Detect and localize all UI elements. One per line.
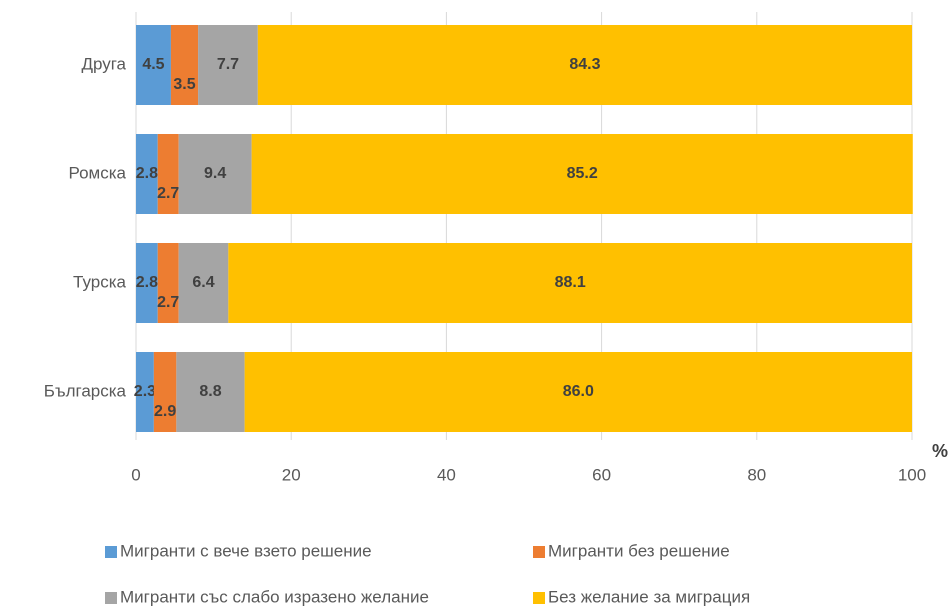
legend-swatch	[533, 592, 545, 604]
bar-segment	[136, 134, 158, 214]
bar-segment	[157, 134, 179, 214]
legend-label: Мигранти с вече взето решение	[120, 541, 372, 560]
data-label: 7.7	[217, 56, 239, 73]
y-tick-label: Българска	[44, 381, 127, 400]
y-tick-label: Турска	[73, 272, 127, 291]
bar-segment	[198, 25, 258, 105]
legend-swatch	[105, 592, 117, 604]
bar-segment	[251, 134, 913, 214]
legend-label: Без желание за миграция	[548, 587, 750, 606]
data-label: 2.3	[134, 383, 156, 400]
x-tick-label: 60	[592, 465, 611, 484]
data-label: 2.7	[157, 185, 179, 202]
data-label: 2.9	[154, 403, 176, 420]
data-label: 2.7	[157, 294, 179, 311]
data-label: 88.1	[555, 274, 586, 291]
data-label: 86.0	[563, 383, 594, 400]
data-label: 84.3	[569, 56, 600, 73]
y-tick-label: Ромска	[69, 163, 127, 182]
x-tick-label: 100	[898, 465, 926, 484]
x-axis-label: %	[932, 441, 948, 461]
bar-segment	[176, 352, 245, 432]
bar-segment	[136, 352, 154, 432]
data-label: 6.4	[192, 274, 214, 291]
bar-segment	[178, 134, 252, 214]
x-tick-label: 80	[747, 465, 766, 484]
data-label: 85.2	[567, 165, 598, 182]
y-tick-label: Друга	[81, 54, 126, 73]
bar-segment	[136, 243, 158, 323]
legend-label: Мигранти без решение	[548, 541, 730, 560]
bar-segment	[228, 243, 912, 323]
legend-swatch	[533, 546, 545, 558]
data-label: 2.8	[136, 165, 158, 182]
bar-segment	[170, 25, 199, 105]
bar-segment	[178, 243, 229, 323]
bar-segment	[257, 25, 912, 105]
data-label: 9.4	[204, 165, 226, 182]
data-label: 4.5	[142, 56, 164, 73]
bar-segment	[244, 352, 912, 432]
legend-swatch	[105, 546, 117, 558]
x-tick-label: 0	[131, 465, 140, 484]
bar-segment	[157, 243, 179, 323]
data-label: 8.8	[199, 383, 221, 400]
bar-segment	[153, 352, 177, 432]
x-tick-label: 20	[282, 465, 301, 484]
x-tick-label: 40	[437, 465, 456, 484]
legend-label: Мигранти със слабо изразено желание	[120, 587, 429, 606]
data-label: 3.5	[173, 76, 195, 93]
data-label: 2.8	[136, 274, 158, 291]
bar-segment	[136, 25, 171, 105]
